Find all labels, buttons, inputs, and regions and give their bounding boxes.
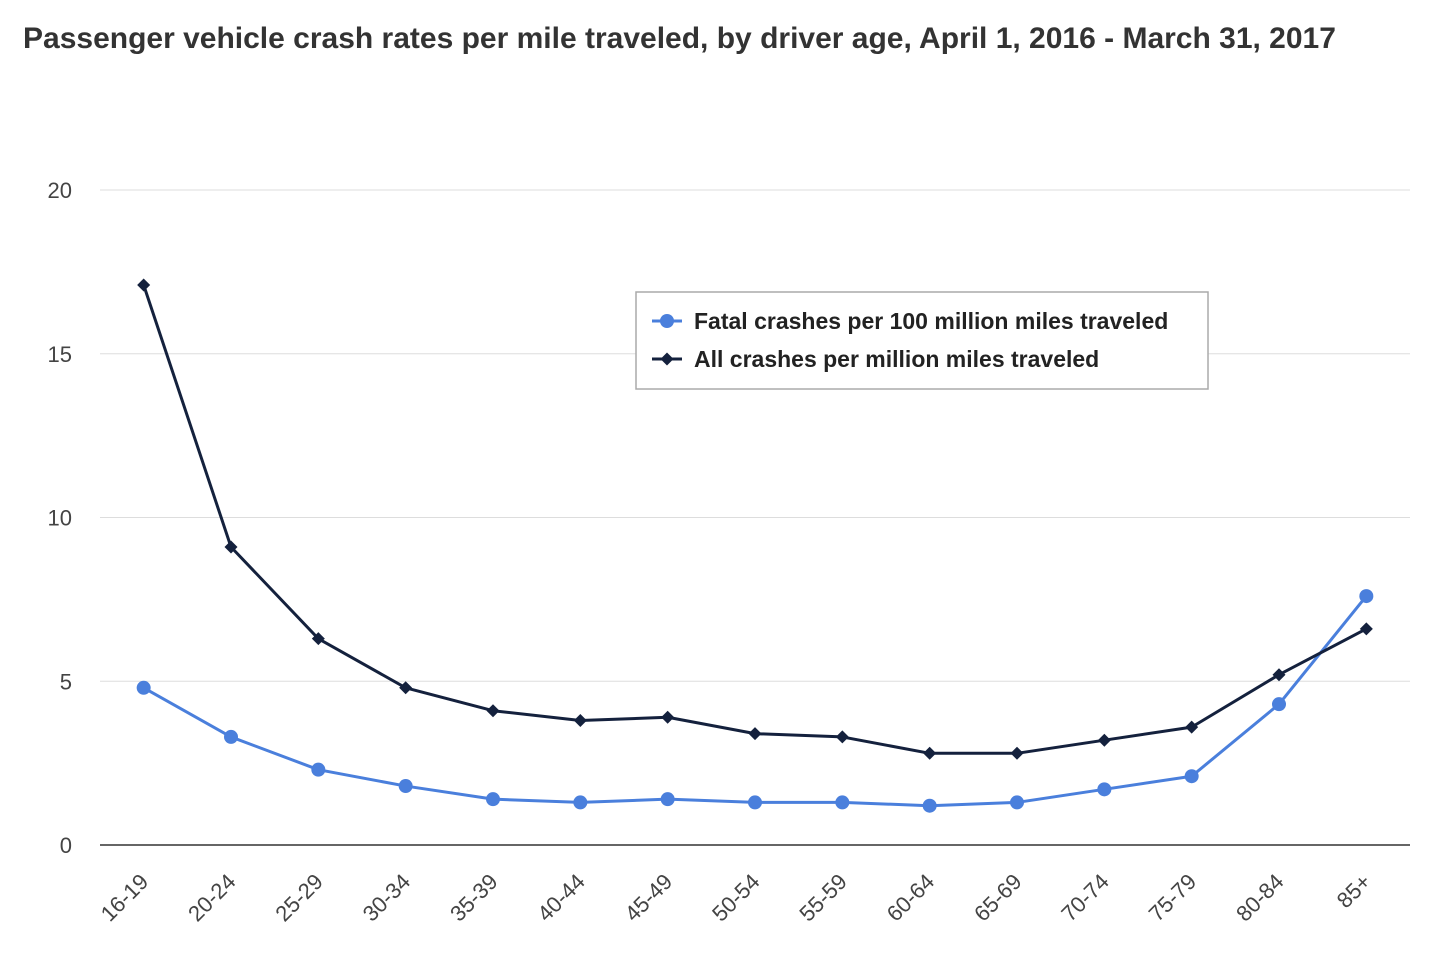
data-point — [748, 727, 762, 741]
data-point — [311, 632, 325, 646]
data-point — [573, 795, 588, 810]
data-point — [1185, 720, 1199, 734]
x-tick-label: 25-29 — [270, 869, 327, 926]
data-point — [1097, 782, 1112, 797]
data-point — [1359, 622, 1373, 636]
data-point — [748, 795, 762, 810]
data-point — [1097, 733, 1111, 747]
chart-title: Passenger vehicle crash rates per mile t… — [23, 22, 1336, 55]
legend-marker — [660, 314, 674, 328]
data-point — [224, 540, 238, 554]
x-tick-label: 16-19 — [96, 869, 153, 926]
x-tick-label: 85+ — [1332, 869, 1376, 913]
data-point — [1359, 589, 1374, 604]
x-tick-label: 45-49 — [620, 869, 677, 926]
legend: Fatal crashes per 100 million miles trav… — [635, 291, 1209, 390]
data-point — [1272, 697, 1286, 712]
x-tick-label: 20-24 — [183, 869, 240, 926]
data-point — [1272, 668, 1286, 682]
x-tick-label: 30-34 — [358, 869, 415, 926]
series-line — [142, 595, 1368, 808]
data-point — [660, 792, 675, 807]
x-tick-label: 50-54 — [707, 869, 764, 926]
x-tick-label: 55-59 — [794, 869, 851, 926]
data-point — [224, 729, 238, 744]
data-point — [835, 795, 850, 810]
x-tick-label: 35-39 — [445, 869, 502, 926]
gridlines — [100, 189, 1410, 846]
x-tick-label: 75-79 — [1144, 869, 1201, 926]
data-point — [1010, 795, 1024, 810]
data-point — [922, 798, 937, 813]
y-tick-label: 15 — [48, 342, 72, 367]
data-point — [1010, 746, 1024, 760]
x-tick-label: 40-44 — [532, 869, 589, 926]
axes: 0 5 10 15 20 16-19 20-24 25-29 30-34 35-39 40-44 45… — [48, 178, 1376, 926]
y-tick-label: 0 — [60, 833, 72, 858]
data-point — [136, 680, 151, 695]
data-point — [137, 278, 151, 292]
series-layer — [136, 278, 1374, 813]
data-point — [486, 792, 500, 807]
y-tick-label: 10 — [48, 506, 72, 531]
x-tick-label: 65-69 — [969, 869, 1026, 926]
data-point — [398, 779, 413, 794]
legend-box — [635, 291, 1209, 390]
legend-marker — [660, 352, 674, 366]
data-point — [573, 714, 587, 728]
data-point — [1184, 769, 1199, 784]
x-tick-label: 70-74 — [1056, 869, 1113, 926]
data-point — [923, 746, 937, 760]
data-point — [661, 710, 675, 724]
data-point — [399, 681, 413, 695]
data-point — [311, 762, 326, 777]
y-tick-label: 20 — [48, 178, 72, 203]
legend-label: All crashes per million miles traveled — [694, 346, 1099, 372]
legend-label: Fatal crashes per 100 million miles trav… — [694, 308, 1168, 334]
data-point — [486, 704, 500, 718]
y-tick-label: 5 — [60, 669, 72, 694]
data-point — [835, 730, 849, 744]
x-tick-label: 80-84 — [1231, 869, 1288, 926]
x-tick-label: 60-64 — [882, 869, 939, 926]
